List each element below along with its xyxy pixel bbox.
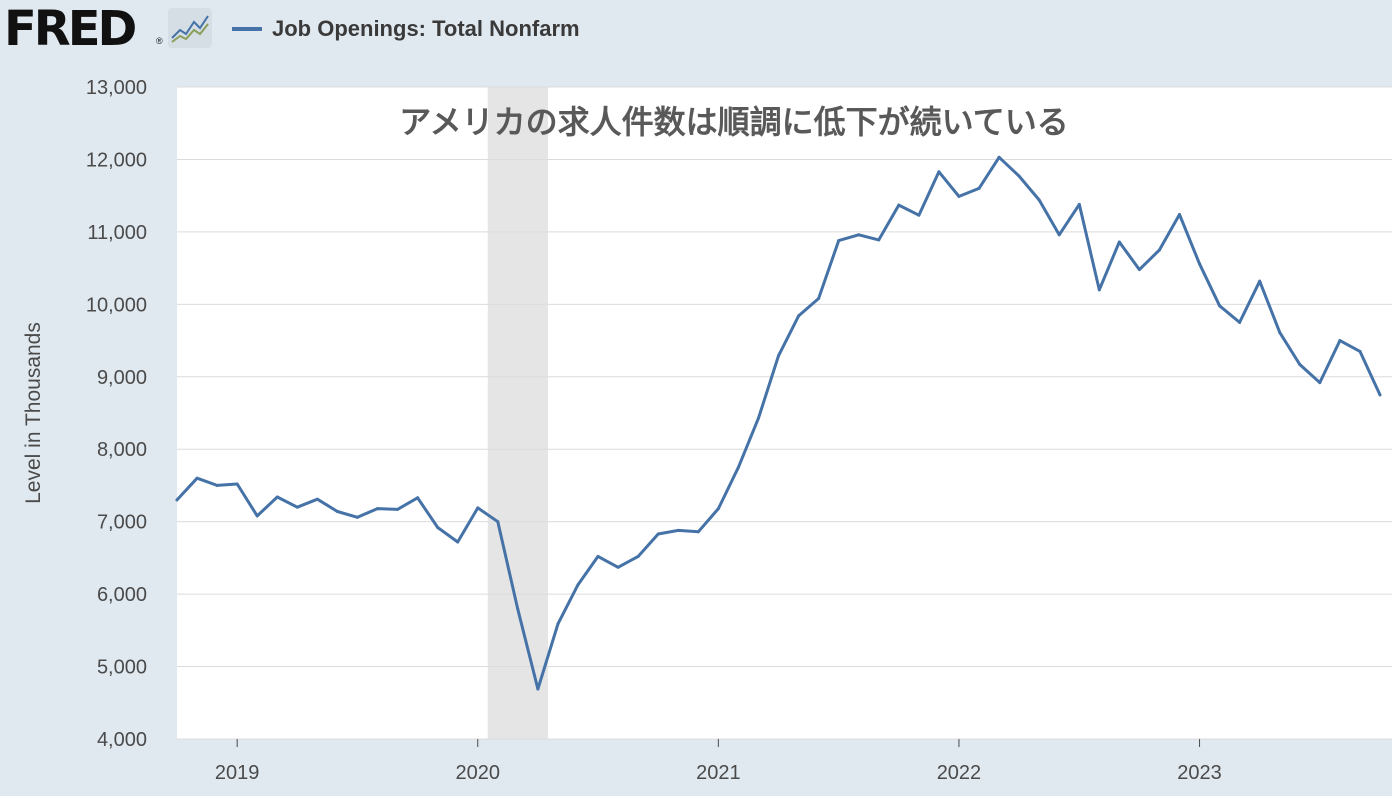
y-tick-label: 10,000 — [86, 294, 147, 316]
data-point — [376, 507, 379, 511]
data-point — [436, 525, 440, 529]
data-point — [736, 465, 740, 469]
data-point — [1097, 288, 1101, 292]
data-point — [536, 687, 540, 691]
data-point — [997, 155, 1001, 159]
data-point — [716, 507, 720, 511]
data-point — [1218, 304, 1222, 308]
data-point — [1318, 381, 1322, 385]
y-axis: 4,000 5,000 6,000 7,000 8,000 9,000 10,000 11,0… — [86, 77, 147, 751]
data-point — [1358, 349, 1362, 353]
data-point — [696, 530, 700, 534]
data-point — [1037, 198, 1041, 202]
data-point — [616, 565, 620, 569]
data-point — [917, 213, 921, 217]
data-point — [756, 416, 760, 420]
data-point — [676, 528, 680, 532]
data-point — [516, 607, 520, 611]
x-tick-label: 2019 — [215, 762, 260, 784]
y-tick-label: 9,000 — [97, 367, 147, 389]
data-point — [1258, 279, 1262, 283]
data-point — [235, 482, 239, 486]
y-tick-label: 12,000 — [86, 149, 147, 171]
data-point — [1338, 339, 1342, 343]
data-point — [596, 554, 600, 558]
y-axis-label: Level in Thousands — [22, 322, 45, 504]
data-point — [1238, 320, 1242, 324]
y-tick-label: 7,000 — [97, 512, 147, 534]
data-point — [576, 583, 580, 587]
data-point — [777, 354, 780, 358]
fred-logo[interactable]: FRED — [4, 1, 137, 57]
data-point — [957, 194, 961, 198]
registered-mark: ® — [156, 36, 163, 46]
data-point — [496, 520, 500, 524]
data-point — [255, 514, 259, 518]
y-tick-label: 5,000 — [97, 657, 147, 679]
data-point — [1178, 213, 1181, 217]
y-tick-label: 8,000 — [97, 439, 147, 461]
data-point — [1017, 174, 1021, 178]
recession-band — [487, 87, 548, 739]
x-axis: 2019 2020 2021 2022 2023 — [215, 739, 1222, 784]
chart-title: アメリカの求人件数は順調に低下が続いている — [399, 103, 1068, 141]
y-tick-label: 4,000 — [97, 729, 147, 751]
data-point — [456, 540, 460, 544]
grid-layer — [177, 86, 1392, 740]
data-point — [1057, 233, 1061, 237]
y-tick-label: 6,000 — [97, 584, 147, 606]
data-point — [837, 239, 841, 243]
x-tick-label: 2021 — [696, 762, 741, 784]
data-point — [897, 203, 901, 207]
data-point — [355, 515, 359, 519]
data-point — [937, 170, 941, 174]
data-point — [1298, 362, 1302, 366]
data-point — [315, 497, 319, 501]
data-point — [797, 314, 801, 318]
legend-swatch — [232, 27, 262, 31]
data-point — [636, 554, 640, 558]
x-tick-label: 2022 — [937, 762, 982, 784]
data-point — [857, 233, 861, 237]
data-point — [1378, 393, 1382, 397]
series-layer — [175, 155, 1382, 691]
data-point — [1137, 268, 1141, 272]
plot-area — [177, 87, 1392, 739]
data-point — [1278, 331, 1282, 335]
data-point — [1077, 202, 1081, 206]
data-point — [656, 532, 660, 536]
recession-layer — [487, 87, 548, 739]
data-point — [877, 238, 881, 242]
data-point — [556, 622, 560, 626]
data-point — [175, 498, 179, 502]
data-point — [215, 483, 219, 487]
header: FRED ® Job Openings: Total Nonfarm — [0, 0, 1392, 60]
data-point — [476, 506, 480, 510]
x-tick-label: 2020 — [456, 762, 501, 784]
data-point — [817, 297, 821, 301]
y-tick-label: 11,000 — [87, 222, 147, 244]
data-point — [1198, 262, 1202, 266]
data-point — [195, 476, 199, 480]
y-tick-label: 13,000 — [86, 77, 147, 99]
data-point — [396, 507, 400, 511]
x-tick-label: 2023 — [1177, 762, 1222, 784]
legend-label: Job Openings: Total Nonfarm — [272, 16, 580, 41]
data-point — [977, 186, 981, 190]
data-point — [275, 495, 279, 499]
data-point — [1157, 248, 1161, 252]
data-point — [416, 496, 420, 500]
fred-graph-icon — [168, 8, 212, 48]
legend: Job Openings: Total Nonfarm — [232, 14, 580, 44]
data-point — [1117, 240, 1121, 244]
data-point — [335, 510, 339, 514]
data-point — [295, 505, 299, 509]
